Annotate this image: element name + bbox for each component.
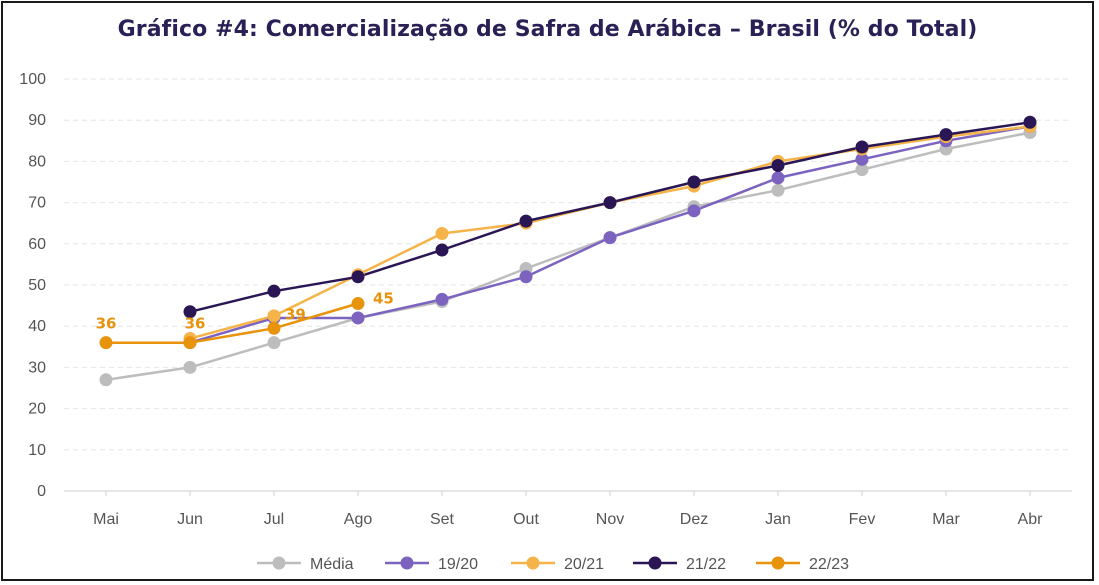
x-tick-label: Fev [849, 511, 876, 528]
chart-title: Gráfico #4: Comercialização de Safra de … [117, 17, 978, 42]
legend-marker [648, 556, 662, 570]
data-point [183, 305, 197, 319]
legend-label: Média [310, 556, 354, 573]
y-tick-label: 30 [28, 359, 46, 376]
y-tick-label: 10 [28, 442, 46, 459]
legend-marker [771, 556, 785, 570]
data-point [1023, 115, 1037, 129]
data-point [519, 270, 533, 284]
y-tick-label: 70 [28, 195, 46, 212]
data-label: 36 [96, 315, 117, 333]
legend-label: 20/21 [564, 556, 604, 573]
data-label: 36 [185, 315, 206, 333]
x-tick-label: Abr [1018, 511, 1044, 528]
data-point [939, 128, 953, 142]
data-point [519, 214, 533, 228]
x-tick-label: Set [430, 511, 455, 528]
data-point [855, 163, 869, 177]
y-tick-label: 60 [28, 236, 46, 253]
x-tick-label: Dez [680, 511, 708, 528]
data-point [771, 159, 785, 173]
data-point [183, 360, 197, 374]
y-tick-label: 100 [19, 71, 46, 88]
data-point [435, 227, 449, 240]
legend-item: Média [257, 556, 354, 573]
legend-marker [526, 556, 540, 570]
data-point [435, 243, 449, 257]
y-tick-label: 0 [37, 483, 46, 500]
legend-item: 22/23 [756, 556, 849, 573]
data-point [351, 297, 365, 311]
x-tick-label: Out [513, 511, 539, 528]
legend-item: 20/21 [511, 556, 604, 573]
x-tick-label: Mar [932, 511, 960, 528]
y-tick-label: 90 [28, 112, 46, 129]
data-point [99, 336, 113, 350]
data-label: 45 [373, 290, 394, 308]
data-point [603, 231, 617, 245]
legend-item: 19/20 [385, 556, 478, 573]
data-point [687, 204, 701, 218]
data-point [771, 171, 785, 185]
data-point [603, 196, 617, 210]
y-tick-label: 20 [28, 401, 46, 418]
x-tick-label: Jun [177, 511, 203, 528]
data-point [351, 270, 365, 284]
series-line-m-dia [105, 131, 1031, 382]
series-line-22-23 [106, 302, 359, 344]
x-tick-label: Jan [765, 511, 791, 528]
data-point [435, 292, 449, 306]
y-tick-label: 50 [28, 277, 46, 294]
data-point [267, 309, 281, 323]
legend-label: 21/22 [686, 556, 726, 573]
data-point [687, 175, 701, 189]
x-tick-label: Nov [596, 511, 624, 528]
data-point [855, 140, 869, 154]
y-tick-label: 80 [28, 153, 46, 170]
data-point [771, 183, 785, 197]
legend-marker [272, 556, 286, 570]
data-point [351, 311, 365, 325]
x-tick-label: Ago [344, 511, 373, 528]
legend-label: 22/23 [809, 556, 849, 573]
data-point [183, 336, 197, 350]
x-tick-label: Jul [264, 511, 284, 528]
legend-marker [400, 556, 414, 570]
data-point [267, 336, 281, 350]
x-tick-label: Mai [93, 511, 119, 528]
data-label: 39 [285, 305, 306, 323]
y-tick-label: 40 [28, 318, 46, 335]
data-point [855, 152, 869, 166]
data-point [99, 373, 113, 387]
legend-label: 19/20 [438, 556, 478, 573]
data-point [267, 321, 281, 335]
legend-item: 21/22 [633, 556, 726, 573]
data-point [267, 284, 281, 298]
